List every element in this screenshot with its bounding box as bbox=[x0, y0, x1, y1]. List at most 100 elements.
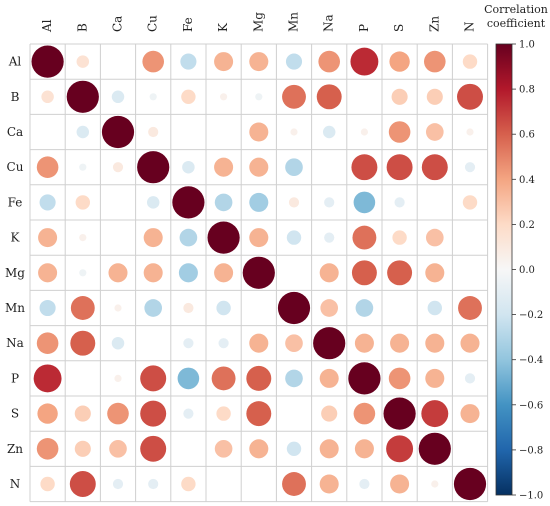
colorbar-tick-label: −0.6 bbox=[519, 400, 543, 411]
corr-circle-n-na bbox=[319, 474, 339, 494]
corr-circle-k-cu bbox=[143, 228, 163, 248]
corr-circle-p-cu bbox=[140, 365, 167, 392]
corr-circle-al-cu bbox=[142, 50, 164, 73]
corr-circle-mn-cu bbox=[144, 299, 163, 317]
colorbar-tick-label: −0.8 bbox=[519, 445, 543, 456]
corr-circle-fe-p bbox=[353, 191, 376, 214]
colorbar-tick-label: 0.4 bbox=[519, 175, 535, 186]
corr-circle-k-al bbox=[38, 228, 58, 248]
corr-circle-mg-k bbox=[214, 263, 234, 283]
corr-circle-ca-cu bbox=[148, 126, 159, 138]
corr-circle-zn-al bbox=[36, 438, 59, 460]
corr-circle-s-p bbox=[353, 402, 376, 425]
row-label-zn: Zn bbox=[7, 442, 23, 456]
corr-circle-b-mn bbox=[282, 84, 306, 109]
corr-circle-k-fe bbox=[179, 228, 198, 247]
corr-circle-n-s bbox=[390, 474, 410, 494]
corr-circle-fe-k bbox=[214, 193, 233, 212]
corr-circle-al-b bbox=[76, 55, 90, 68]
corr-circle-p-n bbox=[464, 373, 476, 384]
corr-circle-zn-mg bbox=[249, 439, 269, 459]
col-label-p: P bbox=[357, 24, 371, 32]
row-label-mg: Mg bbox=[5, 266, 25, 280]
corr-circle-ca-b bbox=[76, 125, 90, 139]
corr-circle-s-b bbox=[74, 405, 91, 422]
row-label-al: Al bbox=[8, 55, 22, 69]
corr-circle-b-fe bbox=[181, 89, 196, 105]
corr-circle-n-al bbox=[40, 476, 55, 492]
corr-circle-na-k bbox=[218, 338, 229, 349]
corr-circle-p-s bbox=[388, 367, 411, 390]
corr-circle-mn-zn bbox=[427, 300, 442, 316]
col-label-cu: Cu bbox=[146, 15, 160, 32]
corr-circle-p-k bbox=[211, 366, 236, 391]
corr-circle-k-zn bbox=[425, 228, 444, 247]
corr-circle-al-fe bbox=[180, 53, 197, 70]
circle-layer bbox=[31, 45, 487, 501]
corr-circle-b-na bbox=[316, 84, 342, 110]
corr-circle-n-cu bbox=[148, 478, 159, 490]
corr-circle-s-mg bbox=[246, 401, 272, 427]
corr-circle-na-p bbox=[354, 333, 374, 353]
corr-circle-s-fe bbox=[183, 408, 194, 419]
corr-circle-p-mn bbox=[285, 369, 303, 388]
row-label-ca: Ca bbox=[7, 125, 23, 139]
corr-circle-k-na bbox=[324, 232, 335, 243]
corr-circle-al-p bbox=[350, 47, 379, 76]
corr-circle-ca-s bbox=[388, 121, 411, 143]
corr-circle-p-p bbox=[348, 362, 381, 395]
corr-circle-mn-k bbox=[216, 300, 231, 316]
corr-circle-b-mg bbox=[255, 93, 263, 101]
col-label-ca: Ca bbox=[111, 16, 125, 32]
row-label-n: N bbox=[10, 477, 21, 491]
corr-circle-mn-n bbox=[458, 296, 482, 320]
corr-circle-s-k bbox=[216, 406, 231, 421]
corr-circle-cu-ca bbox=[112, 162, 124, 173]
corr-circle-mn-p bbox=[355, 299, 374, 317]
corr-circle-na-n bbox=[460, 333, 480, 353]
corr-circle-al-na bbox=[318, 50, 341, 73]
corr-circle-na-na bbox=[313, 327, 346, 360]
col-label-mg: Mg bbox=[251, 12, 265, 32]
corr-circle-p-mg bbox=[246, 365, 272, 391]
corr-circle-na-zn bbox=[425, 333, 445, 353]
corr-circle-s-zn bbox=[421, 400, 449, 428]
corr-circle-k-k bbox=[207, 221, 240, 254]
corr-circle-al-zn bbox=[424, 50, 446, 73]
corr-circle-ca-p bbox=[360, 128, 368, 136]
legend-title-line-1: Correlation bbox=[484, 3, 548, 16]
col-label-fe: Fe bbox=[181, 17, 195, 32]
corr-circle-s-cu bbox=[140, 400, 167, 427]
row-label-na: Na bbox=[6, 336, 24, 350]
corr-circle-fe-fe bbox=[172, 186, 205, 219]
corr-circle-cu-mg bbox=[249, 157, 269, 177]
col-label-mn: Mn bbox=[287, 12, 301, 32]
corr-circle-mg-p bbox=[351, 260, 377, 286]
corr-circle-fe-al bbox=[39, 194, 56, 211]
row-label-fe: Fe bbox=[8, 195, 23, 209]
corr-circle-cu-s bbox=[386, 154, 413, 181]
corr-circle-al-al bbox=[31, 45, 64, 78]
corr-circle-fe-n bbox=[462, 195, 478, 210]
col-label-al: Al bbox=[40, 19, 54, 33]
corr-circle-s-s bbox=[383, 397, 416, 430]
corr-circle-p-na bbox=[319, 368, 339, 388]
col-label-b: B bbox=[75, 23, 89, 32]
corr-circle-mn-ca bbox=[114, 304, 122, 312]
corr-circle-b-cu bbox=[149, 93, 157, 101]
col-label-s: S bbox=[392, 24, 406, 32]
corr-circle-p-zn bbox=[425, 368, 445, 388]
corr-circle-n-fe bbox=[181, 476, 196, 492]
label-layer: Al Al B B Ca Ca Cu Cu Fe Fe K K Mg Mg Mn Mn Na Na P P S S Zn Zn… bbox=[5, 12, 477, 491]
corr-circle-zn-ca bbox=[109, 439, 127, 458]
corr-circle-p-al bbox=[33, 364, 62, 393]
colorbar: Correlation coefficient 1.0 0.8 0.6 0.4 0.2 0… bbox=[484, 3, 548, 502]
corr-circle-zn-b bbox=[74, 440, 91, 457]
corr-circle-cu-al bbox=[36, 156, 59, 178]
colorbar-tick-label: 0.0 bbox=[519, 265, 535, 276]
corr-circle-al-s bbox=[389, 51, 410, 72]
col-label-na: Na bbox=[322, 14, 336, 32]
corr-circle-zn-na bbox=[319, 439, 339, 459]
corr-circle-ca-ca bbox=[101, 115, 135, 149]
corr-circle-p-fe bbox=[177, 367, 200, 390]
